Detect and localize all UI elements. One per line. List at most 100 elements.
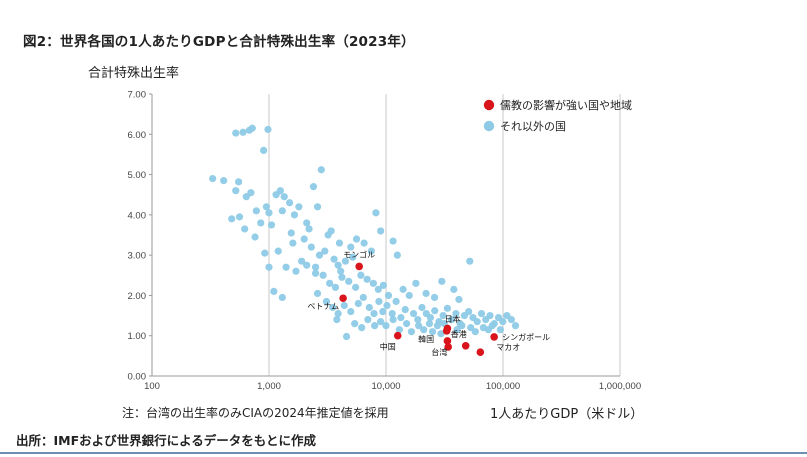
data-point-other [232, 187, 240, 195]
data-point-other [209, 175, 217, 183]
point-label: 日本 [445, 314, 461, 324]
point-label: ベトナム [307, 302, 339, 311]
data-point-other [448, 316, 456, 324]
data-point-other [347, 307, 355, 316]
data-point-other [357, 271, 365, 279]
series-other-points [209, 124, 520, 341]
data-point-other [313, 203, 322, 211]
data-point-other [414, 316, 422, 324]
x-tick-label: 1,000 [257, 381, 281, 392]
x-tick-label: 100 [144, 381, 160, 392]
data-point-other [379, 281, 387, 289]
data-point-other [382, 322, 390, 330]
data-point-other [496, 326, 504, 334]
point-label: シンガポール [502, 332, 550, 342]
data-point-confucian [476, 348, 485, 357]
data-point-other [286, 199, 294, 207]
data-point-other [422, 289, 430, 298]
data-point-confucian [444, 343, 452, 351]
data-point-other [351, 320, 359, 328]
point-label: マカオ [496, 343, 520, 352]
data-point-other [329, 303, 337, 312]
data-point-other [300, 235, 308, 243]
data-point-other [341, 257, 350, 265]
data-point-other [309, 183, 318, 191]
data-point-other [282, 263, 290, 271]
data-point-other [405, 291, 413, 300]
source-line: 出所：IMFおよび世界銀行によるデータをもとに作成 [16, 433, 317, 448]
data-point-other [433, 322, 442, 330]
data-point-other [267, 221, 276, 229]
data-point-other [319, 271, 327, 279]
data-point-other [334, 261, 342, 269]
data-point-other [330, 255, 338, 263]
data-point-other [377, 227, 385, 235]
data-point-other [292, 267, 300, 275]
legend-marker-other [483, 120, 495, 132]
data-point-confucian [443, 337, 452, 345]
data-point-other [265, 263, 273, 271]
data-point-other [393, 251, 401, 259]
x-tick-labels: 100 1,000 10,000 100,000 1,000,000 [144, 381, 641, 392]
data-point-other [303, 219, 311, 227]
data-point-other [280, 193, 288, 201]
chart-title: 図2：世界各国の1人あたりGDPと合計特殊出生率（2023年） [23, 34, 415, 50]
data-point-other [364, 316, 372, 324]
data-point-other [453, 326, 461, 334]
data-point-other [311, 269, 320, 277]
data-point-other [228, 215, 236, 223]
legend-label-confucian: 儒教の影響が強い国や地域 [500, 98, 632, 112]
y-tick-label: 2.00 [128, 291, 147, 302]
data-point-other [241, 225, 249, 233]
data-point-other [358, 324, 366, 332]
y-tick-label: 0.00 [128, 372, 147, 383]
data-point-other [443, 304, 452, 312]
data-point-other [401, 305, 409, 314]
data-point-other [439, 311, 447, 320]
data-point-other [252, 207, 260, 215]
point-label: 中国 [380, 342, 396, 352]
data-point-other [418, 303, 426, 312]
data-point-other [260, 146, 268, 154]
data-point-other [428, 328, 437, 336]
data-point-other [337, 267, 345, 275]
chart-note: 注：台湾の出生率のみCIAの2024年推定値を採用 [122, 406, 389, 420]
legend-marker-confucian [483, 99, 495, 111]
data-point-other [278, 207, 286, 215]
data-point-other [311, 263, 320, 271]
data-point-other [412, 279, 420, 287]
data-point-other [345, 277, 353, 285]
data-point-other [298, 257, 306, 265]
axes [149, 93, 620, 377]
data-point-other [352, 235, 361, 243]
data-point-other [251, 233, 259, 241]
data-point-other [455, 295, 463, 304]
data-point-other [354, 299, 362, 308]
data-point-other [248, 124, 256, 132]
data-point-other [426, 313, 435, 322]
data-point-other [375, 297, 383, 306]
point-label: 韓国 [418, 334, 434, 344]
data-point-other [471, 328, 479, 336]
data-point-other [363, 275, 371, 283]
data-point-other [477, 309, 486, 318]
data-point-other [420, 326, 428, 334]
data-point-other [242, 193, 250, 201]
data-point-other [265, 209, 273, 217]
data-point-other [383, 301, 391, 310]
data-point-other [305, 225, 313, 233]
data-point-other [377, 318, 385, 326]
x-tick-label: 100,000 [486, 381, 520, 392]
data-point-other [220, 177, 228, 185]
legend-label-other: それ以外の国 [500, 120, 566, 133]
data-point-other [399, 285, 407, 293]
data-point-other [276, 187, 284, 195]
data-point-confucian [393, 331, 402, 340]
y-tick-label: 5.00 [128, 170, 147, 181]
legend: 儒教の影響が強い国や地域 それ以外の国 [483, 98, 632, 133]
data-point-other [349, 253, 357, 261]
data-point-other [407, 328, 416, 336]
data-point-other [388, 309, 396, 318]
data-point-other [315, 251, 324, 259]
